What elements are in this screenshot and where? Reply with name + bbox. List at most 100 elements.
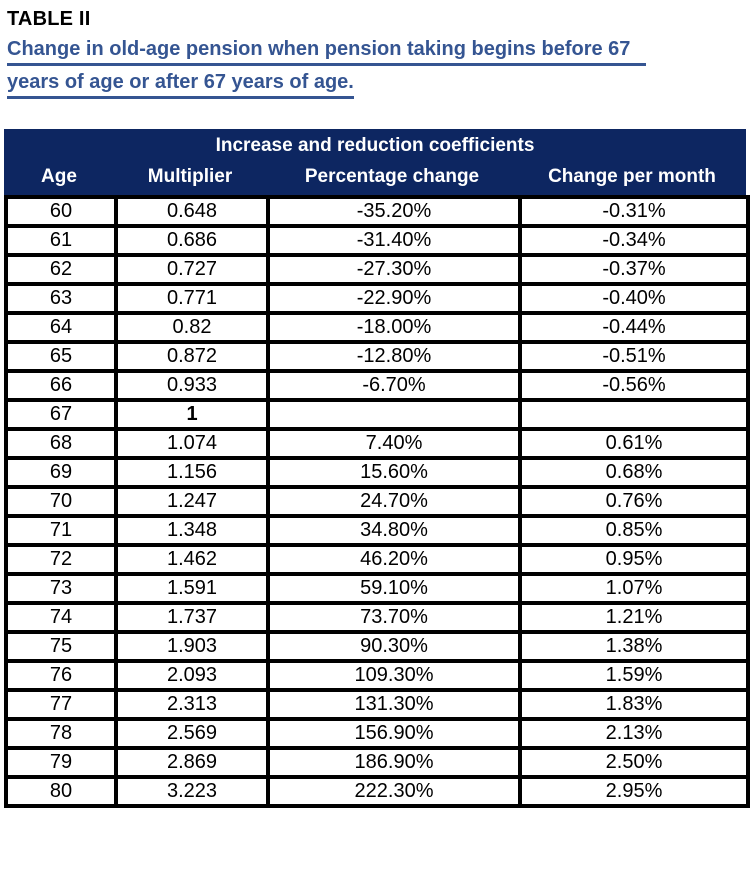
cell-percentage-change: 73.70% <box>266 601 522 634</box>
cell-multiplier: 0.872 <box>114 340 270 373</box>
document-page: TABLE II Change in old-age pension when … <box>0 7 750 808</box>
cell-age: 78 <box>4 717 118 750</box>
cell-multiplier: 2.093 <box>114 659 270 692</box>
cell-change-per-month: -0.51% <box>518 340 750 373</box>
table-body: 60 0.648 -35.20% -0.31% 61 0.686 -31.40% -0.34%… <box>4 195 750 808</box>
cell-age: 74 <box>4 601 118 634</box>
column-header-percentage-change: Percentage change <box>304 166 480 187</box>
table-row: 69 1.156 15.60% 0.68% <box>4 456 750 489</box>
cell-change-per-month: -0.40% <box>518 282 750 315</box>
cell-change-per-month: 0.61% <box>518 427 750 460</box>
cell-multiplier: 2.313 <box>114 688 270 721</box>
cell-multiplier: 0.771 <box>114 282 270 315</box>
cell-change-per-month: -0.44% <box>518 311 750 344</box>
cell-change-per-month: 1.21% <box>518 601 750 634</box>
cell-multiplier: 1.156 <box>114 456 270 489</box>
cell-age: 76 <box>4 659 118 692</box>
column-header-change-per-month: Change per month <box>548 166 716 187</box>
cell-multiplier: 1.591 <box>114 572 270 605</box>
cell-age: 67 <box>4 398 118 431</box>
cell-multiplier: 1.074 <box>114 427 270 460</box>
cell-age: 80 <box>4 775 118 808</box>
cell-age: 70 <box>4 485 118 518</box>
table-row: 75 1.903 90.30% 1.38% <box>4 630 750 663</box>
table-row: 70 1.247 24.70% 0.76% <box>4 485 750 518</box>
cell-percentage-change: 7.40% <box>266 427 522 460</box>
cell-age: 61 <box>4 224 118 257</box>
table-row: 80 3.223 222.30% 2.95% <box>4 775 750 808</box>
cell-multiplier: 0.82 <box>114 311 270 344</box>
cell-percentage-change: 222.30% <box>266 775 522 808</box>
cell-multiplier: 0.648 <box>114 195 270 228</box>
table-row: 66 0.933 -6.70% -0.56% <box>4 369 750 402</box>
cell-age: 72 <box>4 543 118 576</box>
cell-percentage-change <box>266 398 522 431</box>
cell-multiplier: 3.223 <box>114 775 270 808</box>
cell-change-per-month: -0.56% <box>518 369 750 402</box>
cell-change-per-month: -0.37% <box>518 253 750 286</box>
cell-change-per-month: 1.38% <box>518 630 750 663</box>
cell-percentage-change: 24.70% <box>266 485 522 518</box>
table-row: 65 0.872 -12.80% -0.51% <box>4 340 750 373</box>
table-row: 64 0.82 -18.00% -0.44% <box>4 311 750 344</box>
page-title: TABLE II <box>7 8 91 30</box>
cell-change-per-month: 0.76% <box>518 485 750 518</box>
coefficients-table: Increase and reduction coefficients Age M… <box>4 129 750 808</box>
cell-change-per-month: 0.85% <box>518 514 750 547</box>
cell-percentage-change: -31.40% <box>266 224 522 257</box>
column-header-row: Age Multiplier Percentage change Change per… <box>4 162 746 195</box>
cell-age: 77 <box>4 688 118 721</box>
table-band-header: Increase and reduction coefficients <box>4 129 746 162</box>
cell-percentage-change: -22.90% <box>266 282 522 315</box>
table-row: 67 1 <box>4 398 750 431</box>
table-row: 79 2.869 186.90% 2.50% <box>4 746 750 779</box>
cell-percentage-change: 131.30% <box>266 688 522 721</box>
column-header-multiplier: Multiplier <box>147 166 233 187</box>
cell-age: 65 <box>4 340 118 373</box>
cell-multiplier: 2.869 <box>114 746 270 779</box>
cell-percentage-change: 46.20% <box>266 543 522 576</box>
cell-change-per-month: 0.68% <box>518 456 750 489</box>
cell-multiplier: 0.933 <box>114 369 270 402</box>
cell-change-per-month: 1.07% <box>518 572 750 605</box>
cell-percentage-change: -12.80% <box>266 340 522 373</box>
cell-age: 60 <box>4 195 118 228</box>
table-row: 77 2.313 131.30% 1.83% <box>4 688 750 721</box>
table-row: 68 1.074 7.40% 0.61% <box>4 427 750 460</box>
cell-change-per-month: 1.83% <box>518 688 750 721</box>
cell-age: 64 <box>4 311 118 344</box>
column-header-age: Age <box>41 166 77 187</box>
cell-age: 68 <box>4 427 118 460</box>
cell-change-per-month: 2.95% <box>518 775 750 808</box>
cell-percentage-change: 109.30% <box>266 659 522 692</box>
table-row: 74 1.737 73.70% 1.21% <box>4 601 750 634</box>
table-row: 63 0.771 -22.90% -0.40% <box>4 282 750 315</box>
cell-age: 75 <box>4 630 118 663</box>
cell-change-per-month <box>518 398 750 431</box>
cell-age: 62 <box>4 253 118 286</box>
table-row: 76 2.093 109.30% 1.59% <box>4 659 750 692</box>
cell-multiplier: 0.686 <box>114 224 270 257</box>
cell-change-per-month: 2.13% <box>518 717 750 750</box>
cell-percentage-change: -27.30% <box>266 253 522 286</box>
table-row: 61 0.686 -31.40% -0.34% <box>4 224 750 257</box>
caption-line-1: Change in old-age pension when pension t… <box>7 38 647 66</box>
cell-change-per-month: -0.31% <box>518 195 750 228</box>
cell-multiplier: 2.569 <box>114 717 270 750</box>
cell-age: 73 <box>4 572 118 605</box>
cell-percentage-change: 59.10% <box>266 572 522 605</box>
data-grid: 60 0.648 -35.20% -0.31% 61 0.686 -31.40% -0.34%… <box>4 195 750 808</box>
cell-percentage-change: -35.20% <box>266 195 522 228</box>
cell-multiplier: 1.737 <box>114 601 270 634</box>
cell-age: 63 <box>4 282 118 315</box>
cell-percentage-change: -6.70% <box>266 369 522 402</box>
cell-age: 66 <box>4 369 118 402</box>
cell-age: 69 <box>4 456 118 489</box>
table-row: 78 2.569 156.90% 2.13% <box>4 717 750 750</box>
caption-line-2: years of age or after 67 years of age. <box>7 71 354 99</box>
cell-change-per-month: -0.34% <box>518 224 750 257</box>
cell-percentage-change: 34.80% <box>266 514 522 547</box>
cell-multiplier: 0.727 <box>114 253 270 286</box>
cell-change-per-month: 0.95% <box>518 543 750 576</box>
cell-percentage-change: 186.90% <box>266 746 522 779</box>
